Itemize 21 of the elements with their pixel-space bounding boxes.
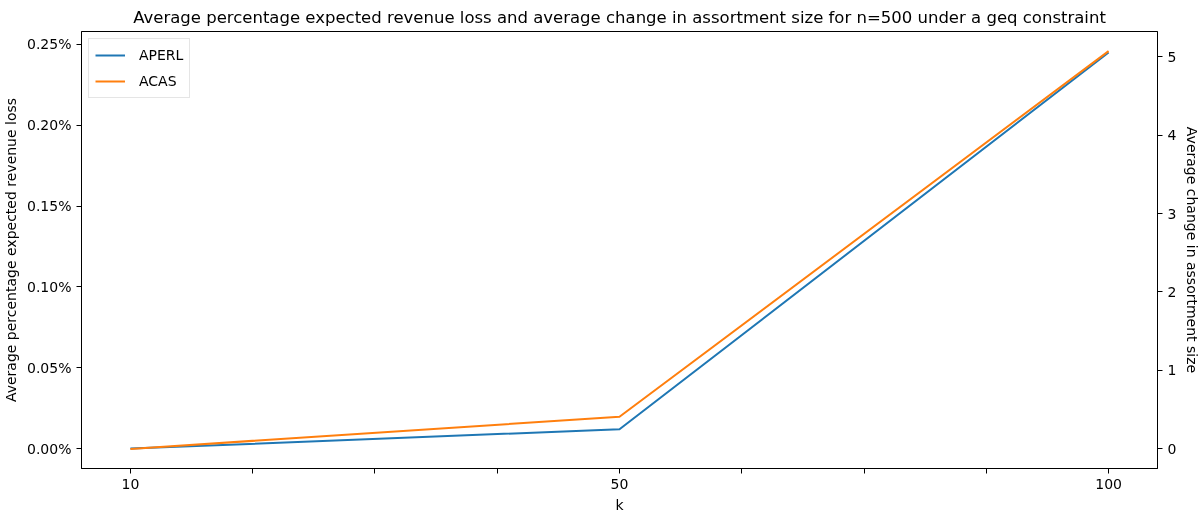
y-tick-label: 0.05% <box>27 359 72 376</box>
y-axis-title: Average percentage expected revenue loss <box>3 97 20 403</box>
legend-label: ACAS <box>139 73 177 89</box>
y2-tick-label: 5 <box>1167 48 1177 65</box>
y2-tick-label: 3 <box>1167 205 1177 222</box>
x-tick-label: 10 <box>121 475 140 492</box>
y2-tick-label: 0 <box>1167 440 1177 457</box>
y2-axis-title: Average change in assortment size <box>1184 126 1201 374</box>
y-tick-label: 0.15% <box>27 198 72 215</box>
x-axis-title: k <box>615 496 625 513</box>
y-tick-label: 0.00% <box>27 440 72 457</box>
y2-tick-label: 4 <box>1167 127 1177 144</box>
y-tick-label: 0.25% <box>27 36 72 53</box>
x-tick-label: 100 <box>1095 475 1122 492</box>
y2-tick-label: 1 <box>1167 362 1177 379</box>
x-tick-label: 50 <box>610 475 629 492</box>
chart-title: Average percentage expected revenue loss and average change in assortment size for n=500 under a geq constraint <box>133 7 1107 27</box>
y-tick-label: 0.20% <box>27 117 72 134</box>
y2-tick-label: 2 <box>1167 283 1177 300</box>
y-tick-label: 0.10% <box>27 278 72 295</box>
legend-label: APERL <box>139 47 184 63</box>
